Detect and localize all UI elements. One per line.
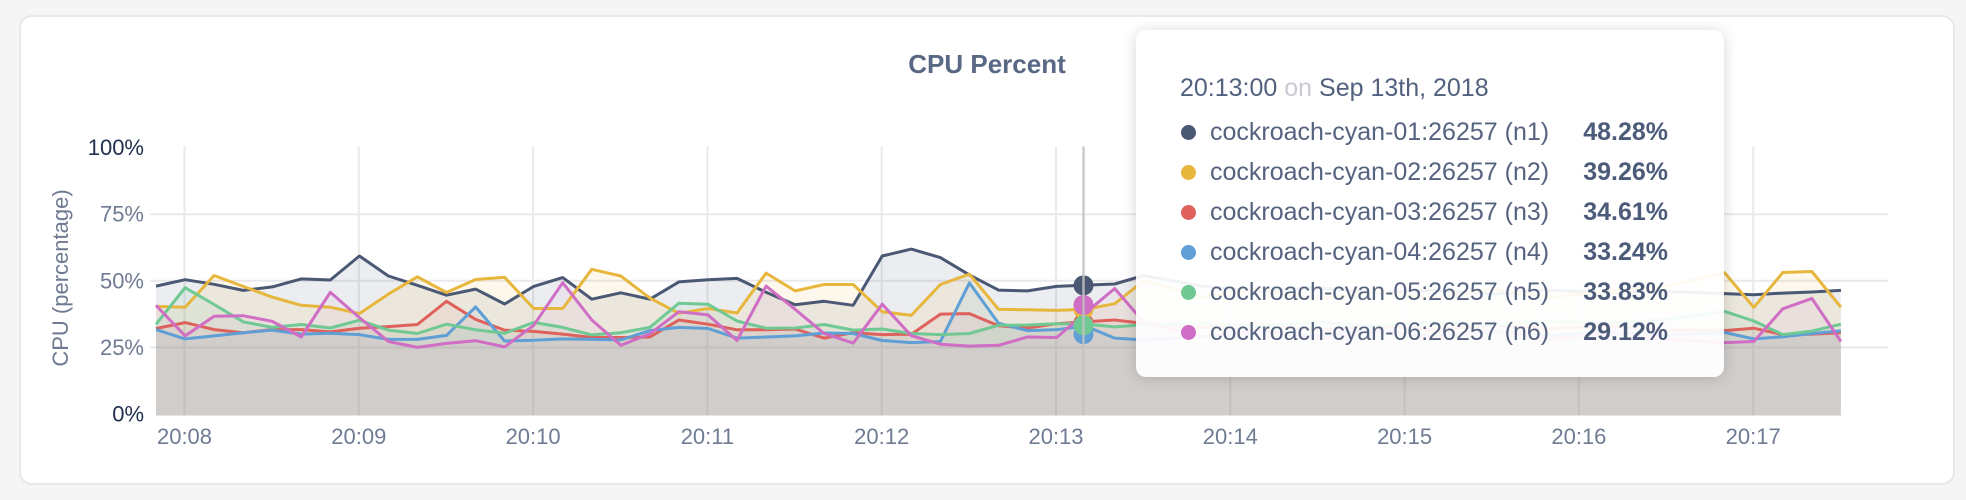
svg-text:25%: 25% (100, 335, 144, 360)
svg-text:75%: 75% (100, 202, 144, 227)
svg-text:100%: 100% (88, 135, 144, 160)
svg-text:20:13: 20:13 (1028, 424, 1083, 449)
svg-text:20:11: 20:11 (681, 424, 734, 449)
svg-text:20:16: 20:16 (1551, 424, 1606, 449)
svg-text:20:10: 20:10 (506, 424, 561, 449)
svg-text:20:15: 20:15 (1377, 424, 1432, 449)
svg-text:20:12: 20:12 (854, 424, 909, 449)
svg-text:50%: 50% (100, 268, 144, 293)
svg-text:20:17: 20:17 (1726, 424, 1781, 449)
svg-text:CPU (percentage): CPU (percentage) (48, 189, 73, 366)
svg-text:0%: 0% (112, 402, 144, 427)
svg-text:20:08: 20:08 (157, 424, 212, 449)
svg-text:CPU Percent: CPU Percent (908, 49, 1066, 79)
svg-text:20:14: 20:14 (1203, 424, 1258, 449)
svg-text:20:09: 20:09 (331, 424, 386, 449)
